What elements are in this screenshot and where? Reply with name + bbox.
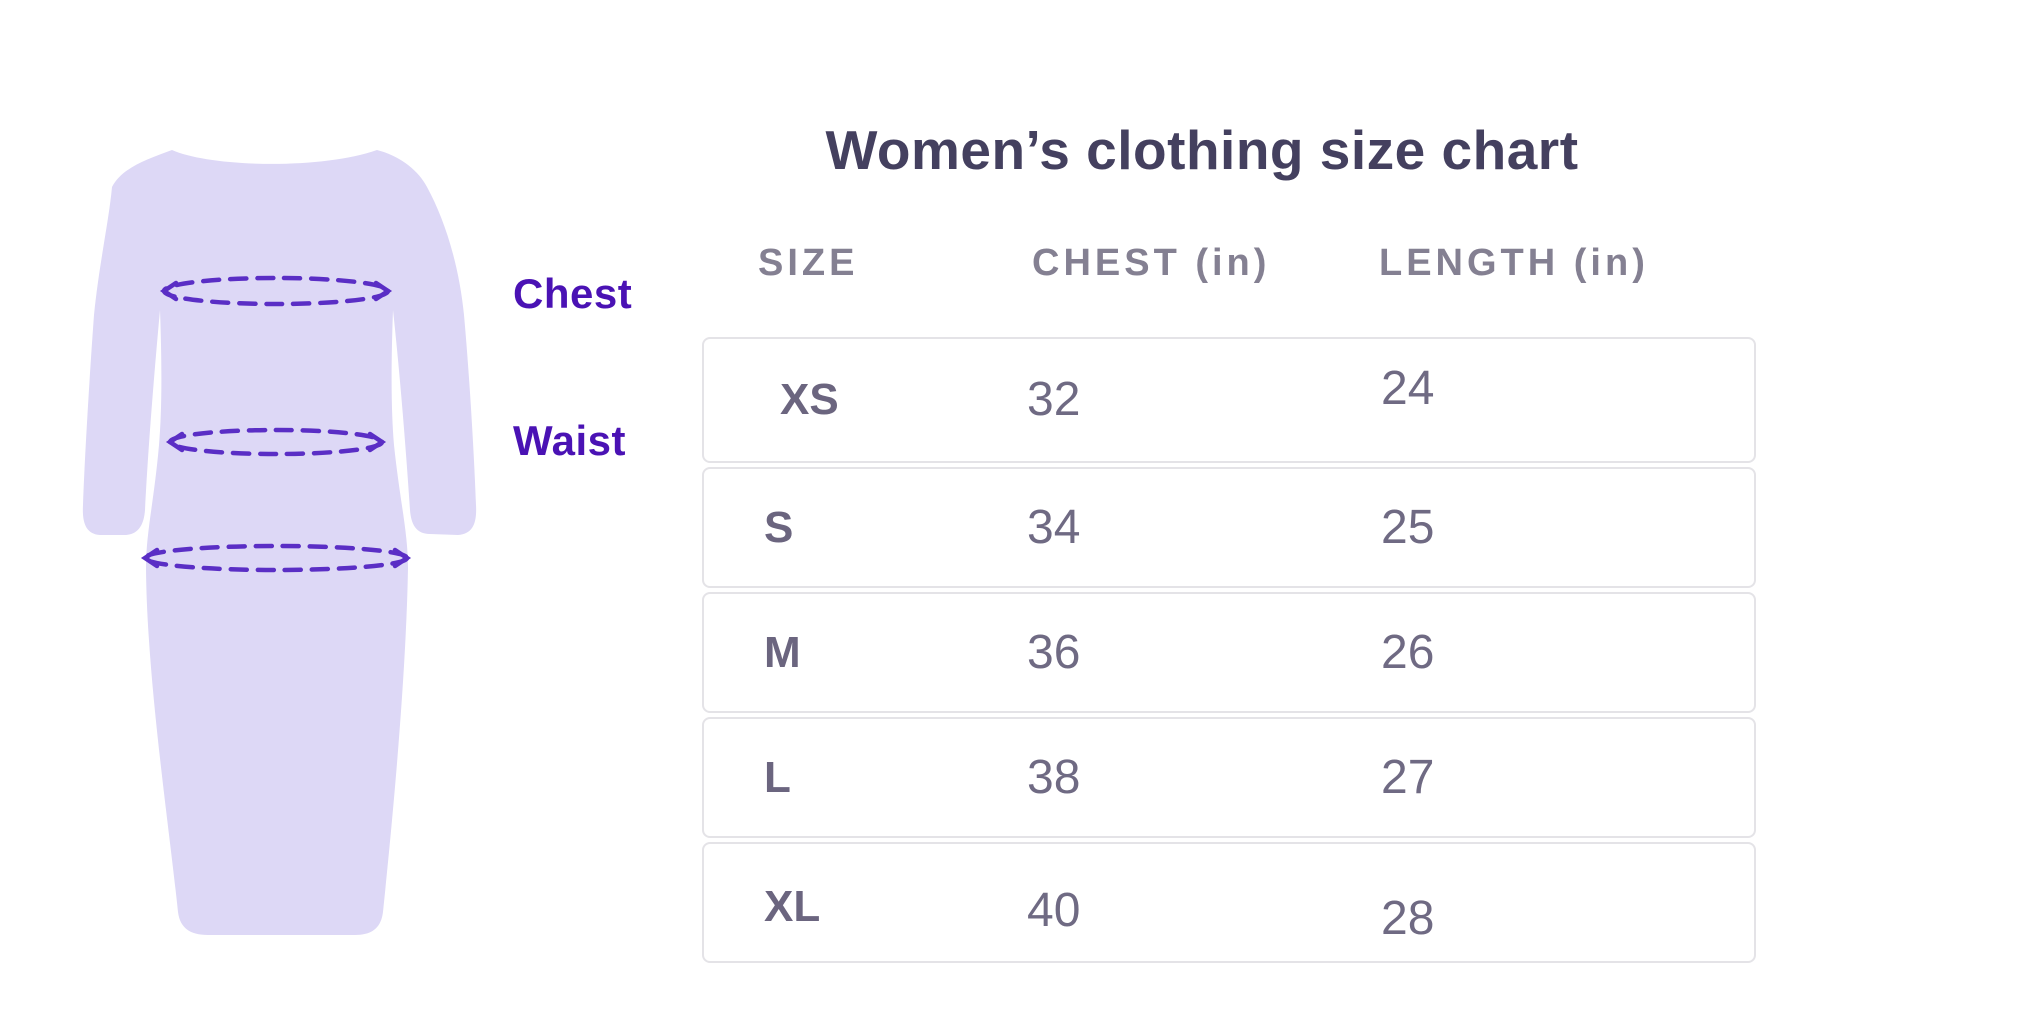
- chest-cell: 32: [1027, 373, 1081, 426]
- length-cell: 28: [1381, 891, 1435, 945]
- size-cell: M: [764, 627, 801, 677]
- column-header-length: LENGTH (in): [1379, 242, 1649, 284]
- chest-label: Chest: [513, 270, 633, 317]
- waist-label: Waist: [513, 417, 626, 464]
- chest-cell: 40: [1027, 883, 1081, 937]
- length-cell: 25: [1381, 500, 1435, 554]
- chest-cell: 38: [1027, 750, 1081, 804]
- size-table: XS 32 24 S 34 25 M 36 26 L 38 27 XL 40 2…: [702, 337, 1756, 967]
- dress-illustration: [82, 150, 477, 935]
- size-cell: XS: [780, 375, 839, 424]
- table-row: L 38 27: [702, 717, 1756, 838]
- table-row: XL 40 28: [702, 842, 1756, 963]
- length-cell: 27: [1381, 750, 1435, 804]
- size-cell: L: [764, 752, 791, 802]
- column-header-size: SIZE: [758, 242, 859, 284]
- length-cell: 24: [1381, 362, 1435, 415]
- dress-silhouette: [82, 150, 477, 935]
- table-row: XS 32 24: [702, 337, 1756, 463]
- chest-cell: 34: [1027, 500, 1081, 554]
- measure-arrowheads: [140, 280, 412, 569]
- column-header-chest: CHEST (in): [1032, 242, 1271, 284]
- table-row: S 34 25: [702, 467, 1756, 588]
- page-title: Women’s clothing size chart: [825, 119, 1579, 181]
- length-cell: 26: [1381, 625, 1435, 679]
- table-row: M 36 26: [702, 592, 1756, 713]
- size-cell: S: [764, 502, 794, 552]
- size-cell: XL: [764, 881, 821, 931]
- chest-cell: 36: [1027, 625, 1081, 679]
